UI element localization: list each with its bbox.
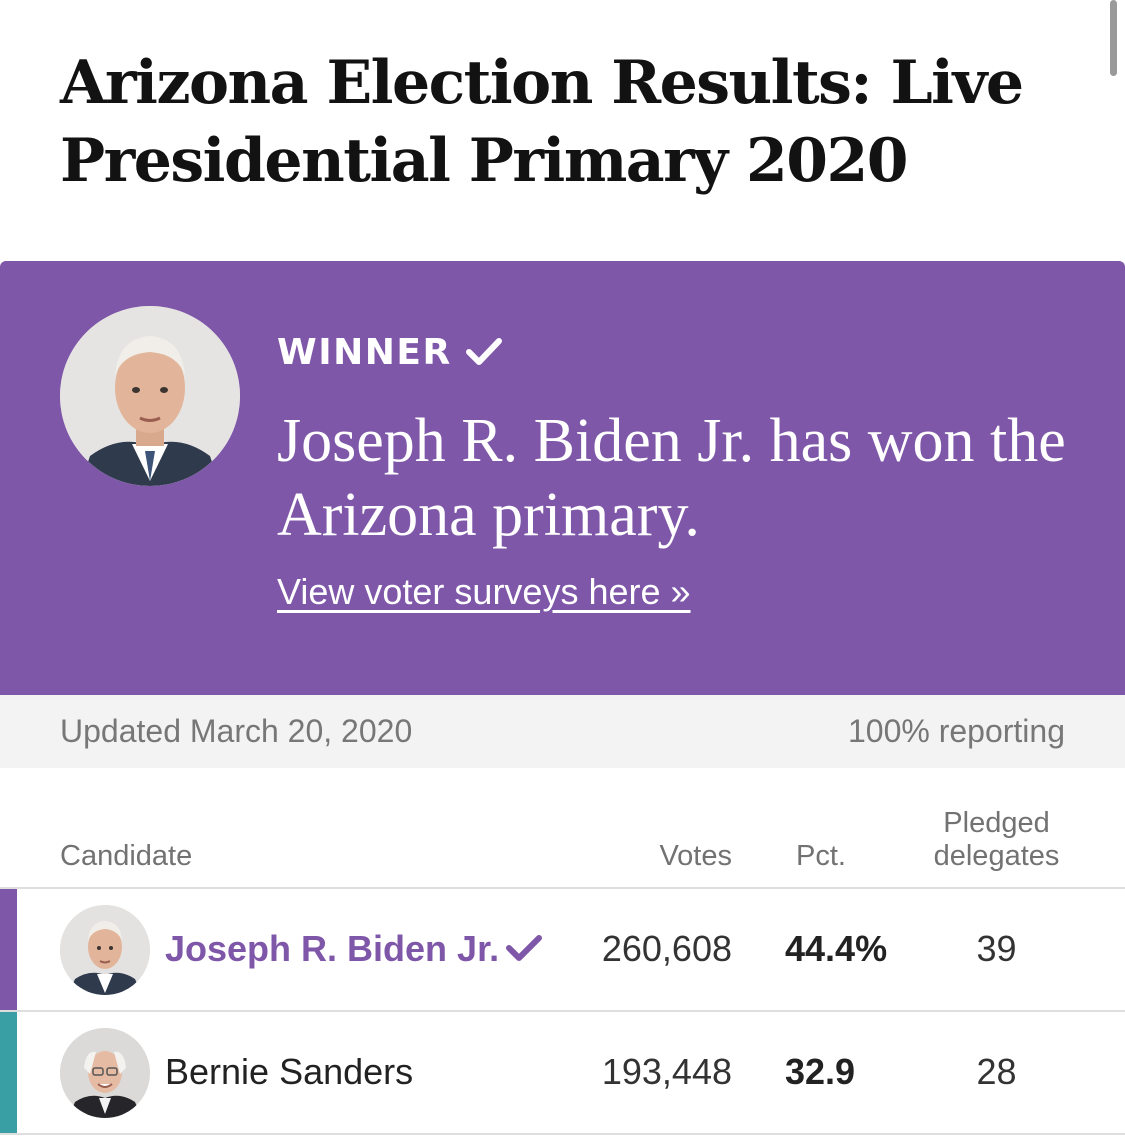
candidate-votes: 260,608 bbox=[601, 928, 732, 969]
winner-portrait-image bbox=[60, 306, 240, 486]
column-header-pledged-delegates: Pledged delegates bbox=[905, 807, 1088, 873]
winner-banner: WINNER Joseph R. Biden Jr. has won the A… bbox=[0, 261, 1125, 695]
column-header-delegates-line2: delegates bbox=[933, 840, 1060, 872]
candidate-color-bar bbox=[0, 1012, 17, 1133]
column-header-pct: Pct. bbox=[796, 840, 846, 872]
winner-headline: Joseph R. Biden Jr. has won the Arizona … bbox=[277, 407, 1066, 549]
candidate-name[interactable]: Bernie Sanders bbox=[165, 1051, 414, 1092]
updated-timestamp: Updated March 20, 2020 bbox=[60, 713, 413, 749]
results-status-bar: Updated March 20, 2020 100% reporting bbox=[0, 695, 1125, 768]
winner-checkmark-icon bbox=[505, 933, 543, 963]
candidate-votes: 193,448 bbox=[601, 1051, 732, 1092]
column-header-delegates-line1: Pledged bbox=[943, 807, 1050, 839]
candidate-pct: 44.4% bbox=[785, 928, 888, 969]
candidate-pct: 32.9 bbox=[785, 1051, 856, 1092]
candidate-delegates: 28 bbox=[976, 1051, 1017, 1092]
candidate-avatar bbox=[60, 905, 150, 995]
table-divider bbox=[0, 887, 1125, 889]
table-row: Joseph R. Biden Jr. 260,608 44.4% 39 bbox=[0, 889, 1125, 1010]
candidate-name[interactable]: Joseph R. Biden Jr. bbox=[165, 928, 500, 969]
table-divider bbox=[0, 1010, 1125, 1012]
reporting-status: 100% reporting bbox=[847, 713, 1065, 749]
checkmark-icon bbox=[466, 337, 502, 367]
winner-label: WINNER bbox=[277, 332, 452, 373]
candidate-color-bar bbox=[0, 889, 17, 1010]
table-divider bbox=[0, 1133, 1125, 1135]
candidate-delegates: 39 bbox=[976, 928, 1017, 969]
voter-surveys-link[interactable]: View voter surveys here » bbox=[277, 571, 691, 612]
page-title: Arizona Election Results: Live President… bbox=[60, 48, 1024, 196]
table-row: Bernie Sanders 193,448 32.9 28 bbox=[0, 1012, 1125, 1133]
candidate-avatar bbox=[60, 1028, 150, 1118]
scrollbar[interactable] bbox=[1110, 0, 1117, 76]
column-header-votes: Votes bbox=[659, 840, 732, 872]
column-header-candidate: Candidate bbox=[60, 840, 193, 872]
